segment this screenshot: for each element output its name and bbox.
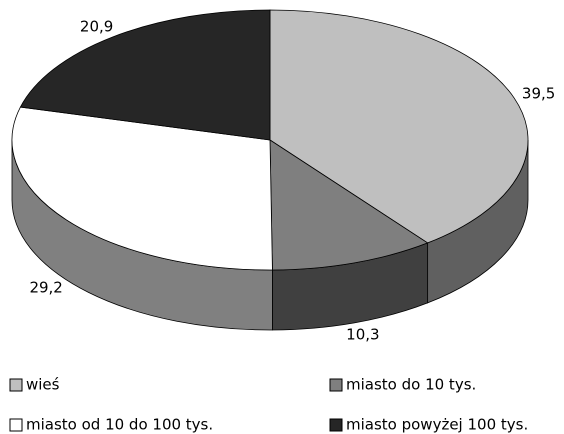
pie-slice xyxy=(11,106,273,271)
legend-swatch xyxy=(329,378,343,392)
legend-swatch xyxy=(329,418,343,432)
legend-label: miasto do 10 tys. xyxy=(346,376,476,394)
data-label: 20,9 xyxy=(80,17,113,35)
data-label: 29,2 xyxy=(29,278,62,296)
legend-swatch xyxy=(9,418,23,432)
legend-label: miasto powyżej 100 tys. xyxy=(346,416,528,434)
pie-slice xyxy=(269,139,429,271)
legend-swatch xyxy=(9,378,23,392)
legend-label: wieś xyxy=(26,376,60,394)
pie-slice xyxy=(269,9,529,244)
legend-label: miasto od 10 do 100 tys. xyxy=(26,416,213,434)
data-label: 39,5 xyxy=(522,84,555,102)
data-label: 10,3 xyxy=(346,326,379,344)
pie-slice xyxy=(19,9,271,141)
